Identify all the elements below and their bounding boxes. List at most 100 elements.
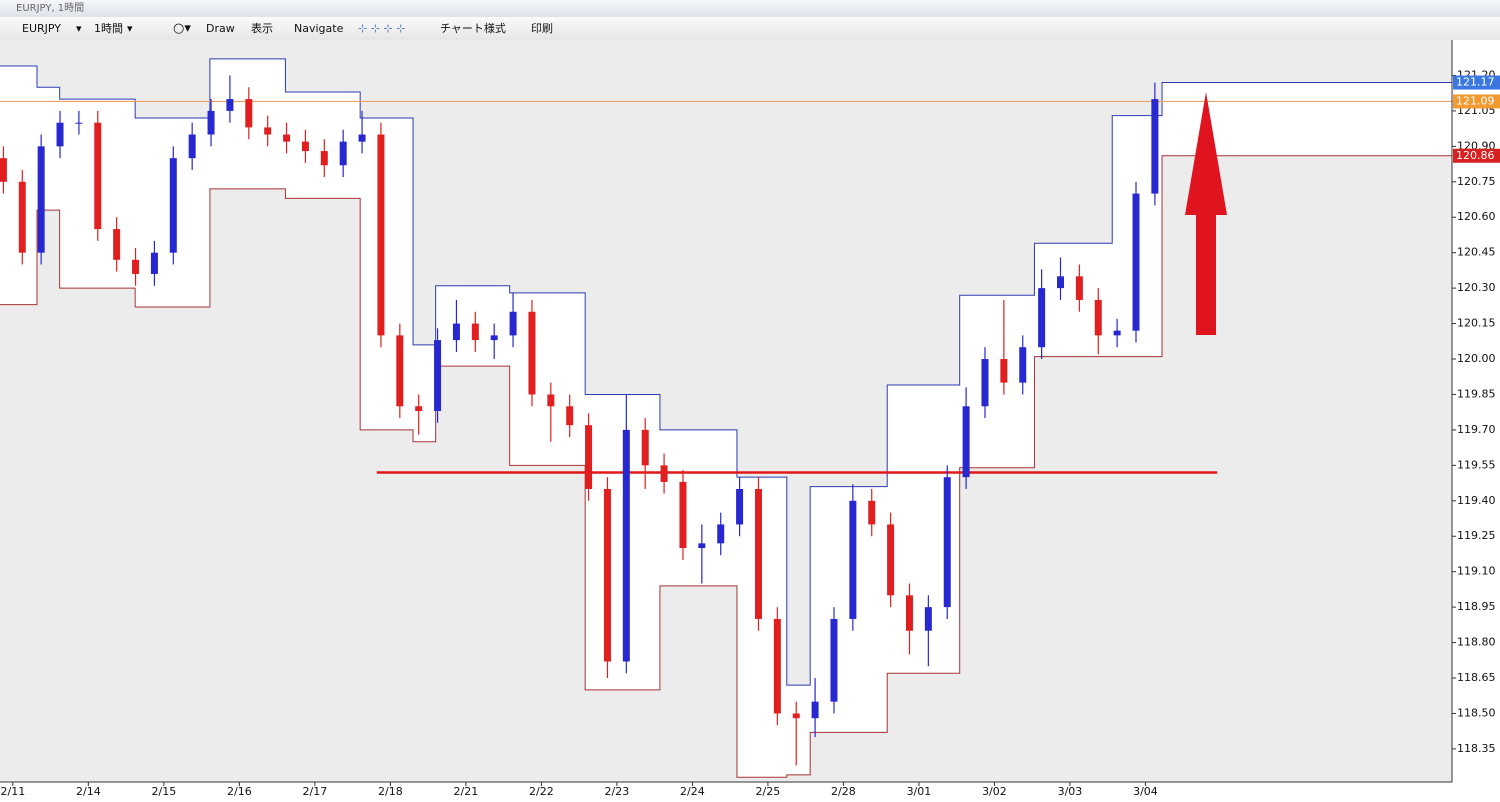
view-menu[interactable]: 表示 xyxy=(251,22,273,35)
x-tick-label: 2/18 xyxy=(378,785,403,798)
candle-body xyxy=(585,425,593,489)
candle-body xyxy=(509,311,517,336)
price-tag-label: 120.86 xyxy=(1456,149,1495,162)
navigate-menu[interactable]: Navigate xyxy=(294,22,344,35)
candle-body xyxy=(905,595,913,631)
symbol-select[interactable]: EURJPY xyxy=(22,22,61,35)
candle-body xyxy=(981,359,989,407)
candle-body xyxy=(452,323,460,341)
y-tick-label: 119.55 xyxy=(1457,458,1496,471)
candle-body xyxy=(37,146,45,253)
candle-body xyxy=(679,481,687,549)
y-tick-label: 119.25 xyxy=(1457,529,1496,542)
candle-body xyxy=(150,252,158,274)
candle-body xyxy=(188,134,196,159)
candle-body xyxy=(754,488,762,619)
price-tag xyxy=(1453,75,1500,90)
candle-body xyxy=(811,701,819,719)
candle-body xyxy=(1113,330,1121,336)
y-tick-label: 118.95 xyxy=(1457,600,1496,613)
candle-body xyxy=(962,406,970,478)
candle-body xyxy=(132,259,140,274)
price-tag xyxy=(1453,148,1500,163)
candle-body xyxy=(75,122,83,124)
candle-body xyxy=(868,500,876,525)
candle-body xyxy=(18,181,26,253)
y-tick-label: 120.30 xyxy=(1457,281,1496,294)
candle-body xyxy=(113,229,121,260)
candle-body xyxy=(1056,276,1064,289)
y-tick-label: 119.10 xyxy=(1457,565,1496,578)
candle-body xyxy=(792,713,800,719)
x-tick-label: 3/04 xyxy=(1133,785,1158,798)
candle-body xyxy=(358,134,366,142)
x-tick-label: 3/02 xyxy=(982,785,1007,798)
candle-body xyxy=(0,158,7,182)
candle-body xyxy=(415,406,423,411)
candle-body xyxy=(226,99,234,111)
candle-body xyxy=(887,524,895,596)
y-tick-label: 119.85 xyxy=(1457,387,1496,400)
x-tick-label: 2/23 xyxy=(605,785,630,798)
candle-body xyxy=(717,524,725,544)
candle-body xyxy=(56,122,64,147)
y-tick-label: 118.50 xyxy=(1457,706,1496,719)
draw-menu[interactable]: Draw xyxy=(206,22,235,35)
candle-body xyxy=(169,158,177,253)
candle-body xyxy=(528,311,536,395)
y-tick-label: 120.60 xyxy=(1457,210,1496,223)
candle-body xyxy=(641,429,649,466)
candle-body xyxy=(396,335,404,407)
candle-body xyxy=(339,141,347,166)
timeframe-select[interactable]: 1時間 xyxy=(94,22,123,35)
candle-body xyxy=(1075,276,1083,300)
x-tick-label: 2/21 xyxy=(454,785,479,798)
candle-body xyxy=(264,127,272,135)
x-tick-label: 2/16 xyxy=(227,785,252,798)
price-axis xyxy=(1452,40,1500,802)
candle-body xyxy=(547,394,555,407)
candle-body xyxy=(698,543,706,549)
candle-body xyxy=(603,488,611,662)
title-bar: EURJPY, 1時間 xyxy=(0,0,1500,17)
price-tag-label: 121.09 xyxy=(1456,94,1495,107)
x-tick-label: 2/22 xyxy=(529,785,554,798)
y-tick-label: 119.40 xyxy=(1457,494,1496,507)
window-title: EURJPY, 1時間 xyxy=(16,3,85,14)
candle-body xyxy=(377,134,385,336)
candle-body xyxy=(924,607,932,631)
date-axis xyxy=(0,782,1500,802)
y-tick-label: 118.65 xyxy=(1457,671,1496,684)
candle-body xyxy=(1151,99,1159,194)
y-tick-label: 119.70 xyxy=(1457,423,1496,436)
candle-body xyxy=(1019,347,1027,383)
x-tick-label: 2/15 xyxy=(151,785,176,798)
candle-body xyxy=(773,618,781,714)
y-tick-label: 120.00 xyxy=(1457,352,1496,365)
candle-body xyxy=(660,465,668,482)
candle-body xyxy=(1000,359,1008,383)
channel-lower xyxy=(0,155,1452,778)
x-tick-label: 3/03 xyxy=(1058,785,1083,798)
candle-body xyxy=(320,151,328,166)
x-tick-label: 2/28 xyxy=(831,785,856,798)
candle-body xyxy=(283,134,291,142)
candle-body xyxy=(736,488,744,525)
x-tick-label: 2/17 xyxy=(303,785,328,798)
x-tick-label: 2/14 xyxy=(76,785,101,798)
print-menu[interactable]: 印刷 xyxy=(531,22,553,35)
candle-body xyxy=(830,618,838,702)
annotation-arrow xyxy=(1185,92,1227,335)
candle-body xyxy=(245,99,253,128)
candle-body xyxy=(434,340,442,411)
y-tick-label: 120.75 xyxy=(1457,175,1496,188)
candle-body xyxy=(207,110,215,135)
chart-style-menu[interactable]: チャート様式 xyxy=(440,22,506,35)
toolbar: EURJPY ▾ 1時間 ▾ ○▾ Draw 表示 Navigate ⊹ ⊹ ⊹… xyxy=(0,17,1500,41)
price-tag-label: 121.17 xyxy=(1456,76,1495,89)
candle-body xyxy=(301,141,309,152)
y-tick-label: 118.35 xyxy=(1457,742,1496,755)
x-tick-label: 3/01 xyxy=(907,785,932,798)
y-tick-label: 120.45 xyxy=(1457,246,1496,259)
price-tag xyxy=(1453,94,1500,109)
